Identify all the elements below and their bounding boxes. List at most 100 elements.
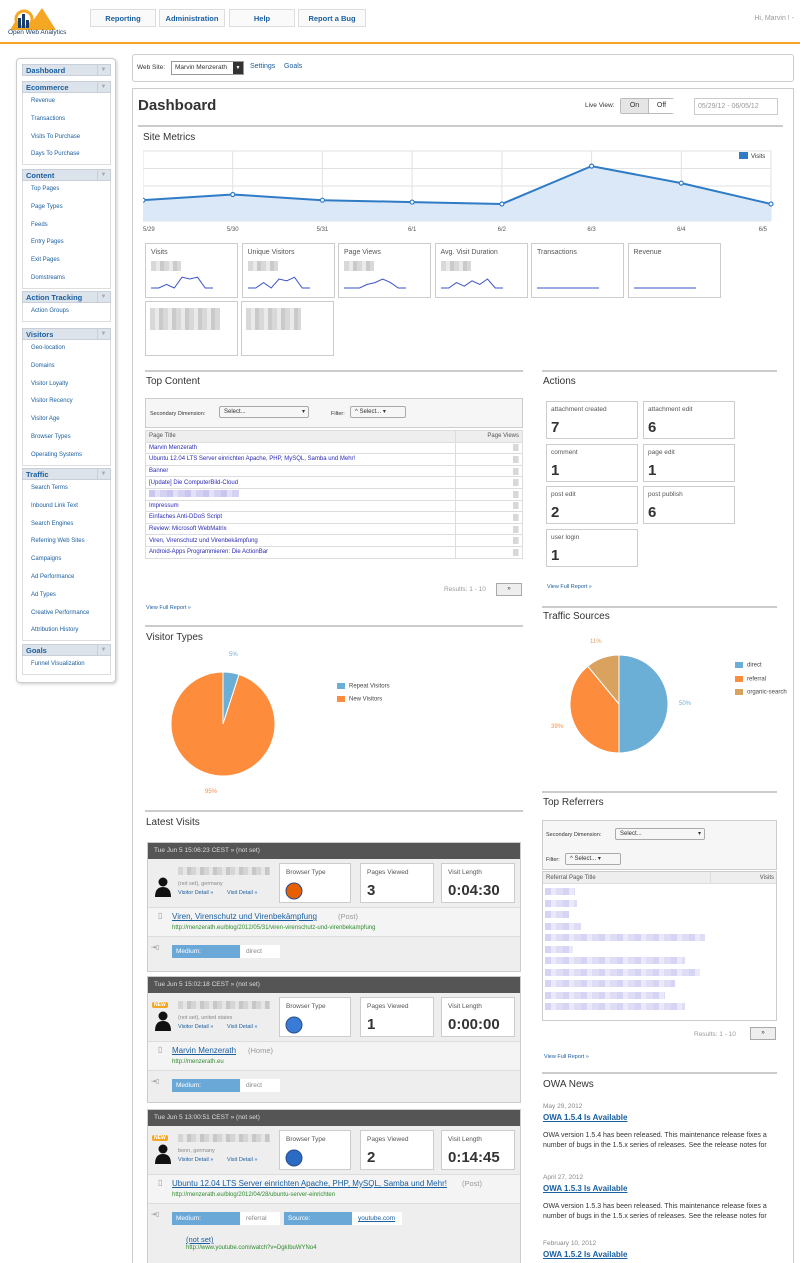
chevron-down-icon[interactable]: ▼ (97, 82, 109, 93)
action-box[interactable]: page edit 1 (643, 443, 735, 482)
sidebar-item[interactable]: Days To Purchase (31, 151, 80, 158)
sidebar-item[interactable]: Referring Web Sites (31, 538, 85, 545)
sidebar-item[interactable]: Creative Performance (31, 609, 90, 616)
sidebar-section-header[interactable]: Content ▼ (22, 169, 111, 181)
metric-box-extra[interactable] (241, 301, 334, 356)
nav-reporting[interactable]: Reporting (90, 9, 156, 27)
page-title-link[interactable]: Viren, Virenschutz und Virenbekämpfung (149, 537, 258, 544)
action-box[interactable]: attachment edit 6 (643, 401, 735, 439)
metric-box[interactable]: Page Views (338, 243, 431, 298)
redacted-referrer[interactable] (545, 1003, 685, 1010)
data-point[interactable] (230, 191, 236, 198)
metric-box[interactable]: Unique Visitors (241, 243, 335, 298)
page-title-link[interactable]: Impressum (149, 502, 179, 509)
referrer-title-link[interactable]: (not set) (186, 1235, 214, 1244)
page-title-cell[interactable]: Viren, Virenschutz und Virenbekämpfung (145, 534, 456, 547)
pie-slice-organic-search[interactable] (587, 654, 620, 706)
page-title-cell[interactable]: Android-Apps Programmieren: Die ActionBa… (145, 545, 456, 559)
metric-box[interactable]: Visits (145, 243, 238, 298)
secondary-dimension-select[interactable]: Select... ▾ (219, 406, 309, 418)
secondary-dimension-select[interactable]: Select... ▾ (615, 828, 705, 840)
sidebar-item[interactable]: Geo-location (31, 345, 66, 351)
website-select[interactable]: Marvin Menzerath ▼ (171, 61, 244, 75)
page-title-cell[interactable]: Ubuntu 12.04 LTS Server einrichten Apach… (145, 453, 456, 466)
visit-header[interactable]: Tue Jun 5 15:02:18 CEST » (not set) (148, 977, 520, 993)
sidebar-item[interactable]: Entry Pages (31, 239, 64, 246)
next-page-button[interactable]: » (496, 583, 522, 596)
redacted-referrer[interactable] (545, 991, 665, 999)
column-header[interactable]: Page Title (145, 430, 456, 443)
visit-detail-link[interactable]: Visit Detail » (227, 1024, 258, 1030)
data-point[interactable] (499, 201, 505, 207)
visit-page-title-link[interactable]: Viren, Virenschutz und Virenbekämpfung (172, 912, 317, 921)
visitor-detail-link[interactable]: Visitor Detail » (178, 890, 214, 896)
view-full-report-link[interactable]: View Full Report » (547, 584, 592, 590)
data-point[interactable] (409, 199, 415, 205)
sidebar-item[interactable]: Ad Types (31, 591, 56, 598)
visitor-detail-link[interactable]: Visitor Detail » (178, 1157, 214, 1163)
sidebar-item[interactable]: Funnel Visualization (31, 661, 85, 667)
sidebar-item[interactable]: Transactions (31, 115, 66, 122)
visitor-avatar-icon[interactable] (154, 877, 172, 897)
action-box[interactable]: user login 1 (546, 528, 638, 567)
visit-detail-link[interactable]: Visit Detail » (227, 1157, 258, 1163)
redacted-referrer[interactable] (545, 945, 573, 953)
redacted-referrer[interactable] (545, 922, 581, 930)
sidebar-item[interactable]: Visitor Recency (31, 398, 73, 405)
settings-link[interactable]: Settings (250, 63, 276, 70)
sidebar-item[interactable]: Domains (31, 362, 55, 369)
sidebar-item[interactable]: Revenue (31, 98, 56, 104)
news-title-link[interactable]: OWA 1.5.3 Is Available (543, 1184, 628, 1193)
page-title-cell[interactable]: Einfaches Anti-DDoS Script (145, 511, 456, 524)
metric-box[interactable]: Transactions (531, 243, 624, 298)
pie-slice-new-visitors[interactable] (170, 671, 276, 777)
chevron-down-icon[interactable]: ▼ (97, 329, 109, 340)
redacted-referrer[interactable] (545, 957, 685, 964)
page-title-link[interactable]: Einfaches Anti-DDoS Script (149, 514, 223, 521)
data-point[interactable] (678, 180, 684, 186)
redacted-referrer[interactable] (545, 968, 700, 976)
data-point[interactable] (143, 197, 146, 203)
sidebar-item[interactable]: Inbound Link Text (31, 502, 78, 509)
sidebar-item[interactable]: Campaigns (31, 556, 62, 563)
traffic-sources-pie[interactable] (569, 654, 669, 754)
next-page-button[interactable]: » (750, 1027, 776, 1040)
page-title-link[interactable]: Ubuntu 12.04 LTS Server einrichten Apach… (149, 456, 356, 463)
page-title-link[interactable]: Review: Microsoft WebMatrix (149, 526, 227, 533)
page-title-cell[interactable]: [Update] Die ComputerBild-Cloud (145, 476, 456, 489)
page-title-link[interactable]: Banner (149, 468, 169, 475)
metric-box-extra[interactable] (145, 301, 238, 356)
nav-administration[interactable]: Administration (159, 9, 225, 27)
sidebar-section-header[interactable]: Goals ▼ (22, 644, 111, 656)
sidebar-section-header[interactable]: Traffic ▼ (22, 468, 111, 480)
visitor-types-pie[interactable] (163, 664, 283, 784)
chevron-down-icon[interactable]: ▼ (97, 645, 109, 656)
date-range-picker[interactable]: 05/29/12 - 06/05/12 (694, 98, 778, 115)
page-title-link[interactable]: [Update] Die ComputerBild-Cloud (149, 479, 239, 486)
news-title-link[interactable]: OWA 1.5.4 Is Available (543, 1113, 628, 1122)
filter-select[interactable]: ^ Select... ▾ (565, 853, 621, 865)
data-point[interactable] (768, 201, 774, 207)
owa-logo[interactable] (8, 4, 68, 36)
visit-header[interactable]: Tue Jun 5 13:00:51 CEST » (not set) (148, 1110, 520, 1126)
chevron-down-icon[interactable]: ▼ (97, 170, 109, 181)
page-title-cell[interactable]: Review: Microsoft WebMatrix (145, 522, 456, 536)
sidebar-item[interactable]: Feeds (31, 221, 48, 228)
redacted-referrer[interactable] (545, 911, 569, 918)
sidebar-item[interactable]: Exit Pages (31, 257, 60, 264)
visit-page-url[interactable]: http://menzerath.eu/blog/2012/05/31/vire… (172, 925, 376, 931)
metric-box[interactable]: Revenue (627, 243, 721, 298)
sidebar-section-header[interactable]: Action Tracking ▼ (22, 291, 111, 303)
page-title-cell[interactable]: Impressum (145, 499, 456, 513)
redacted-referrer[interactable] (545, 934, 705, 941)
sidebar-item[interactable]: Search Engines (31, 520, 74, 527)
visitor-avatar-icon[interactable] (154, 1144, 172, 1164)
page-title-cell[interactable] (145, 487, 456, 501)
live-on-button[interactable]: On (621, 99, 648, 113)
nav-report-bug[interactable]: Report a Bug (298, 9, 366, 27)
pie-slice-referral[interactable] (569, 665, 620, 754)
visit-page-title-link[interactable]: Marvin Menzerath (172, 1046, 237, 1055)
action-box[interactable]: attachment created 7 (546, 401, 638, 439)
referrer-url[interactable]: http://www.youtube.com/watch?v=DgkIbuWYN… (186, 1245, 317, 1251)
data-point[interactable] (319, 197, 326, 203)
